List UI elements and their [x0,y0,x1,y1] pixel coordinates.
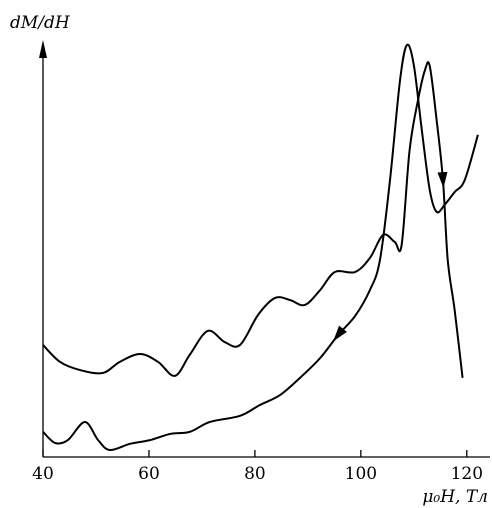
direction-arrow [437,171,448,189]
y-axis-label: dM/dH [10,13,71,33]
line [42,43,479,451]
x-tick-label: 80 [244,464,266,484]
x-tick-label: 60 [138,464,160,484]
line [42,61,464,379]
x-tick-label: 120 [451,464,483,484]
x-axis-label: μ₀H, Тл [422,487,488,507]
x-tick-label: 100 [345,464,377,484]
direction-arrow [333,325,347,342]
y-axis-arrow [39,40,47,58]
x-tick-label: 40 [32,464,54,484]
